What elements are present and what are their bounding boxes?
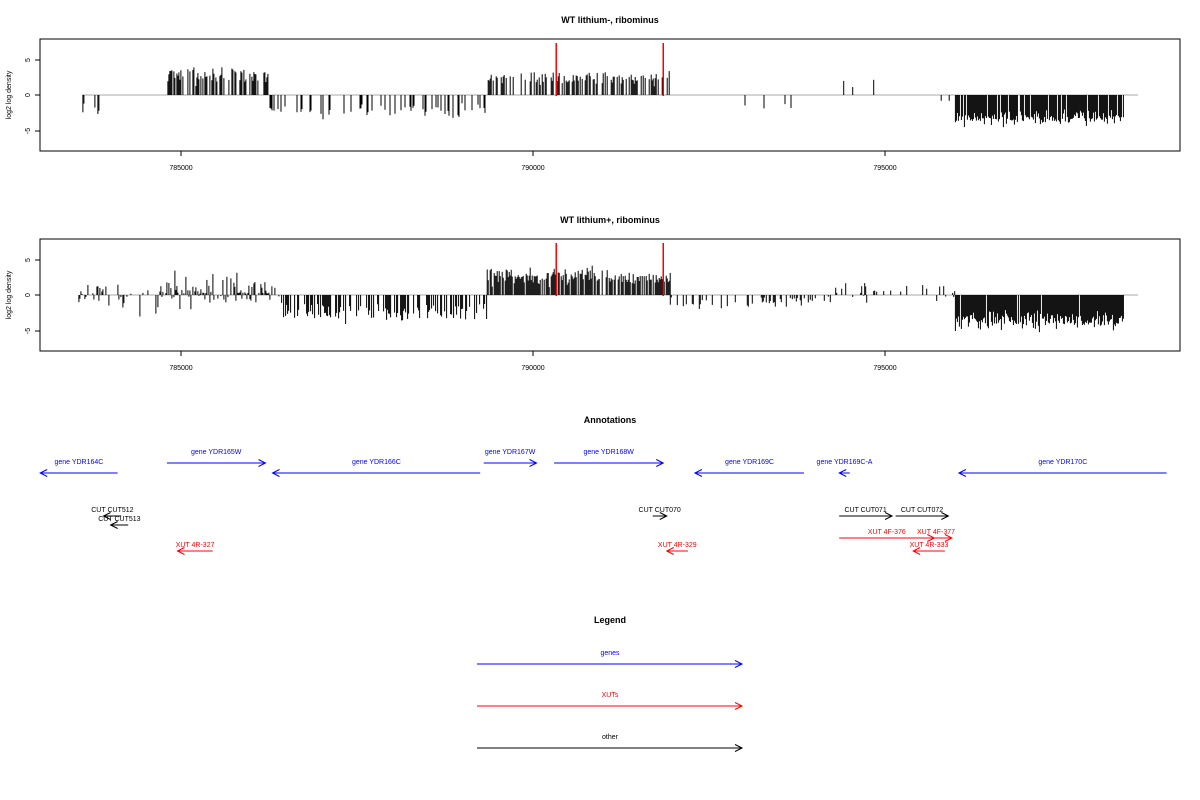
panel-2-bars	[78, 265, 1124, 333]
panel-1-ytick-label: 0	[25, 93, 32, 97]
panel-1-title: WT lithium-, ribominus	[561, 15, 659, 25]
panel-1-bars	[82, 67, 1124, 128]
feature-label: gene YDR164C	[54, 459, 103, 466]
feature-arrowhead	[665, 547, 674, 555]
panel-1-ylabel: log2 log density	[6, 70, 13, 119]
panel-1-xtick-label: 795000	[873, 165, 896, 172]
panel-2-ytick-label: 5	[25, 258, 32, 262]
panel-2-ytick-label: -5	[25, 328, 32, 334]
feature-arrowhead	[884, 512, 894, 520]
feature-label: CUT CUT071	[844, 507, 886, 514]
feature-arrowhead	[529, 459, 538, 467]
legend-label: genes	[600, 650, 620, 657]
feature-arrowhead	[838, 469, 847, 477]
panel-2-y-axis: 5 0 -5	[25, 258, 41, 334]
panel-1-xtick-label: 785000	[169, 165, 192, 172]
panel-2-xtick-label: 795000	[873, 365, 896, 372]
coverage-panel-1: WT lithium-, ribominus log2 log density …	[6, 15, 1181, 172]
feature-label: CUT CUT513	[98, 516, 140, 523]
legend-label: other	[602, 734, 619, 741]
panel-2-xtick-label: 785000	[169, 365, 192, 372]
feature-label: gene YDR169C-A	[817, 459, 873, 466]
annotation-features: gene YDR164C gene YDR165W gene YDR166C gene…	[39, 449, 1167, 555]
panel-1-marker-lines	[555, 43, 664, 96]
feature-label: gene YDR168W	[583, 449, 634, 456]
feature-arrowhead	[39, 469, 48, 477]
panel-2-ytick-label: 0	[25, 293, 32, 297]
coverage-panel-2: WT lithium+, ribominus log2 log density …	[6, 215, 1181, 372]
feature-arrowhead	[109, 521, 118, 529]
feature-label: CUT CUT512	[91, 507, 133, 514]
feature-arrowhead	[176, 547, 185, 555]
feature-label: gene YDR170C	[1038, 459, 1087, 466]
feature-label: XUT 4R-329	[658, 542, 697, 549]
legend-arrowhead	[734, 702, 744, 710]
feature-label: gene YDR166C	[352, 459, 401, 466]
panel-1-xtick-label: 790000	[521, 165, 544, 172]
feature-label: gene YDR167W	[485, 449, 536, 456]
feature-label: XUT 4R-327	[176, 542, 215, 549]
panel-1-y-axis: 5 0 -5	[25, 58, 41, 134]
panel-2-xtick-label: 790000	[521, 365, 544, 372]
annotations-title: Annotations	[584, 415, 637, 425]
panel-2-marker-lines	[555, 243, 664, 296]
feature-arrowhead	[258, 459, 267, 467]
legend-arrowhead	[734, 744, 744, 752]
feature-arrowhead	[659, 512, 668, 520]
feature-arrowhead	[271, 469, 280, 477]
feature-label: XUT 4F-376	[868, 529, 906, 536]
feature-arrowhead	[941, 512, 950, 520]
legend-title: Legend	[594, 615, 626, 625]
feature-label: gene YDR165W	[191, 449, 242, 456]
panel-2-ylabel: log2 log density	[6, 270, 13, 319]
panel-1-ytick-label: -5	[25, 128, 32, 134]
panel-2-x-axis: 785000 790000 795000	[169, 350, 897, 372]
feature-label: gene YDR169C	[725, 459, 774, 466]
feature-arrowhead	[957, 469, 967, 477]
legend-label: XUTs	[602, 692, 619, 699]
feature-arrowhead	[912, 547, 921, 555]
panel-1-ytick-label: 5	[25, 58, 32, 62]
feature-label: XUT 4R-333	[910, 542, 949, 549]
feature-arrowhead	[693, 469, 703, 477]
panel-1-x-axis: 785000 790000 795000	[169, 150, 897, 172]
feature-label: CUT CUT072	[901, 507, 943, 514]
legend-entries: genes XUTs other	[477, 650, 744, 752]
feature-label: XUT 4F-377	[917, 529, 955, 536]
feature-label: CUT CUT070	[639, 507, 681, 514]
legend-arrowhead	[734, 660, 744, 668]
feature-arrowhead	[102, 512, 111, 520]
feature-arrowhead	[656, 459, 665, 467]
panel-2-title: WT lithium+, ribominus	[560, 215, 660, 225]
feature-arrowhead	[944, 534, 953, 542]
legend-panel: Legend genes XUTs other	[477, 615, 744, 752]
